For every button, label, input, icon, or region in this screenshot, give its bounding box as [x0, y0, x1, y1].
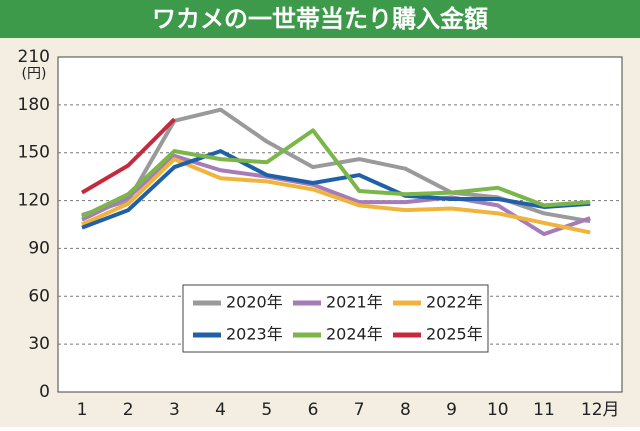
x-tick-label: 3	[169, 400, 180, 420]
y-tick-label: 150	[18, 143, 50, 163]
series-line	[81, 157, 591, 235]
x-tick-label: 5	[261, 400, 272, 420]
y-tick-label: 180	[18, 95, 50, 115]
title-bar	[0, 0, 640, 38]
x-tick-label: 2	[123, 400, 134, 420]
x-tick-label: 1	[77, 400, 88, 420]
legend-label: 2025年	[426, 325, 483, 344]
y-tick-label: 120	[18, 191, 50, 211]
x-tick-label: 7	[354, 400, 365, 420]
chart-title: ワカメの一世帯当たり購入金額	[152, 5, 488, 33]
legend-label: 2020年	[226, 293, 283, 312]
x-tick-label: 4	[215, 400, 226, 420]
series-line	[81, 153, 591, 237]
x-tick-label: 10	[487, 400, 509, 420]
x-tick-label: 11	[533, 400, 555, 420]
x-tick-label: 6	[308, 400, 319, 420]
legend-label: 2021年	[326, 293, 383, 312]
series-line	[81, 128, 591, 219]
y-tick-label: 90	[28, 238, 50, 258]
y-tick-label: 0	[39, 382, 50, 402]
series-line	[81, 149, 591, 230]
legend-label: 2022年	[426, 293, 483, 312]
series-line	[80, 117, 176, 195]
legend-label: 2023年	[226, 325, 283, 344]
x-tick-label: 12月	[581, 400, 620, 420]
x-tick-label: 9	[446, 400, 457, 420]
y-tick-label: 30	[28, 334, 50, 354]
x-tick-label: 8	[400, 400, 411, 420]
y-unit: (円)	[22, 66, 47, 82]
legend-label: 2024年	[326, 325, 383, 344]
legend-box	[182, 284, 489, 353]
y-tick-label: 60	[28, 286, 50, 306]
y-tick-label: 210	[18, 47, 50, 67]
